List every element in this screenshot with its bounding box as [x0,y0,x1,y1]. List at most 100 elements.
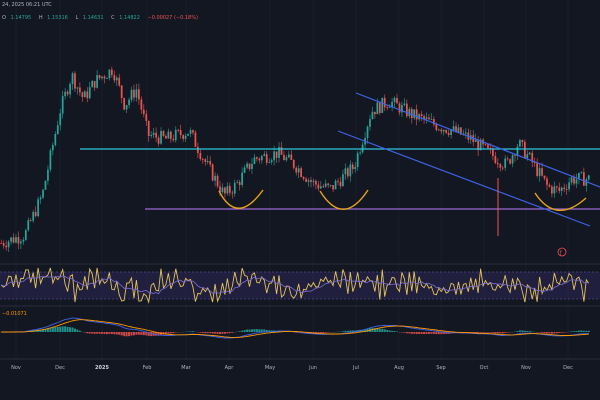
candle-body [135,89,138,98]
macd-histogram-bar [479,332,482,333]
macd-histogram-bar [405,332,408,334]
macd-histogram-bar [142,332,145,336]
candle-body [349,164,352,177]
candle-body [160,131,162,144]
macd-histogram-bar [575,331,578,332]
candle-body [393,98,396,102]
candle-body [563,187,566,190]
candle-body [315,180,317,185]
candle-body [194,132,197,147]
candle-body [128,99,130,106]
macd-histogram-bar [243,330,246,332]
candle-body [74,73,76,89]
x-tick-label: Oct [480,365,489,371]
candle-body [66,91,69,95]
macd-histogram-bar [128,332,131,337]
candle-body [410,108,413,119]
candle-body [216,175,219,187]
macd-histogram-bar [349,330,352,332]
macd-histogram-bar [423,332,426,335]
candle-body [501,167,504,169]
candle-body [167,131,170,139]
candle-body [64,91,67,97]
candle-body [477,139,480,151]
macd-histogram-bar [199,332,202,333]
macd-histogram-bar [477,332,480,333]
candle-body [118,77,121,86]
channel-upper-line [355,92,600,188]
macd-histogram-bar [132,332,135,336]
candle-body [538,168,541,176]
macd-histogram-bar [415,332,418,335]
candle-body [322,186,325,188]
candle-body [332,185,334,190]
alert-marker-icon[interactable] [557,247,567,257]
macd-histogram-bar [260,329,263,332]
candle-body [106,78,108,79]
macd-histogram-bar [120,332,123,336]
candle-body [378,102,381,113]
candle-body [113,75,116,81]
candle-body [585,179,588,186]
x-axis-ticks: Nov Dec 2025 Feb Mar Apr May Jun Jul Aug Sep Oct Nov… [11,365,573,371]
candle-body [324,183,327,187]
candle-body [233,182,236,194]
macd-histogram-bar [486,332,489,333]
candle-body [177,129,180,131]
macd-histogram-bar [558,332,561,334]
macd-histogram-bar [314,332,317,334]
macd-histogram-bar [501,332,504,334]
macd-histogram-bar [420,332,423,335]
candle-body [344,168,347,175]
macd-histogram-bar [582,330,585,332]
macd-histogram-bar [555,332,558,334]
macd-histogram-bar [381,328,384,332]
candle-body [278,147,280,158]
candle-body [103,76,106,79]
macd-histogram-bar [118,332,121,335]
macd-histogram-bar [172,332,175,334]
candle-body [54,133,57,146]
macd-histogram-bar [169,332,172,334]
candle-body [555,186,558,188]
macd-histogram-bar [403,332,406,333]
x-tick-label: Aug [394,365,404,371]
macd-histogram-bar [541,332,544,333]
candle-body [91,81,94,88]
macd-histogram-bar [496,332,499,334]
macd-histogram-bar [346,330,349,332]
candle-body [386,107,389,109]
candle-body [275,151,278,158]
macd-histogram-bar [560,332,563,333]
candle-body [17,237,20,244]
macd-histogram-bar [341,331,344,332]
candle-body [268,162,271,163]
macd-histogram-bar [469,332,472,333]
macd-histogram-bar [162,332,165,335]
candle-body [199,152,202,160]
candle-body [152,132,155,135]
candle-body [71,73,74,85]
macd-histogram-bar [246,329,249,332]
candle-body [79,87,81,93]
x-tick-label: Jul [352,365,359,371]
macd-histogram-bar [108,332,111,334]
candle-body [76,87,79,89]
macd-histogram-bar [440,332,443,335]
candle-body [457,127,460,133]
candle-body [83,91,86,98]
macd-histogram-bar [383,329,386,332]
candle-body [396,98,398,104]
candle-body [147,120,150,136]
candle-body [59,113,62,126]
macd-histogram-bar [83,332,86,333]
macd-histogram-bar [482,332,485,333]
candle-body [526,154,529,159]
candle-body [558,187,561,191]
candle-body [47,169,49,181]
candle-body [391,101,393,108]
candle-body [442,129,445,132]
macd-histogram-bar [201,332,204,333]
candle-body [108,69,111,79]
candle-body [165,136,167,139]
